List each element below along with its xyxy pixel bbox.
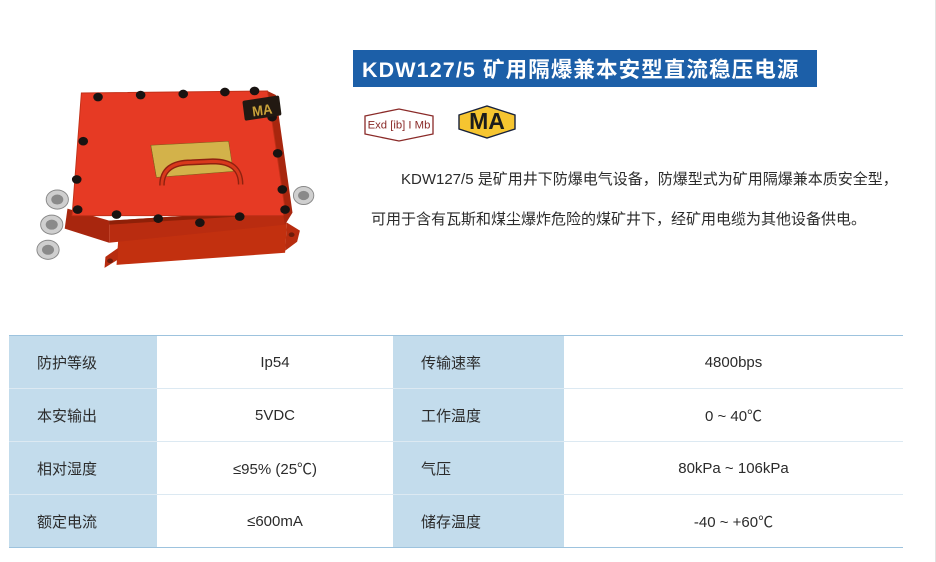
svg-text:MA: MA [251,101,273,120]
